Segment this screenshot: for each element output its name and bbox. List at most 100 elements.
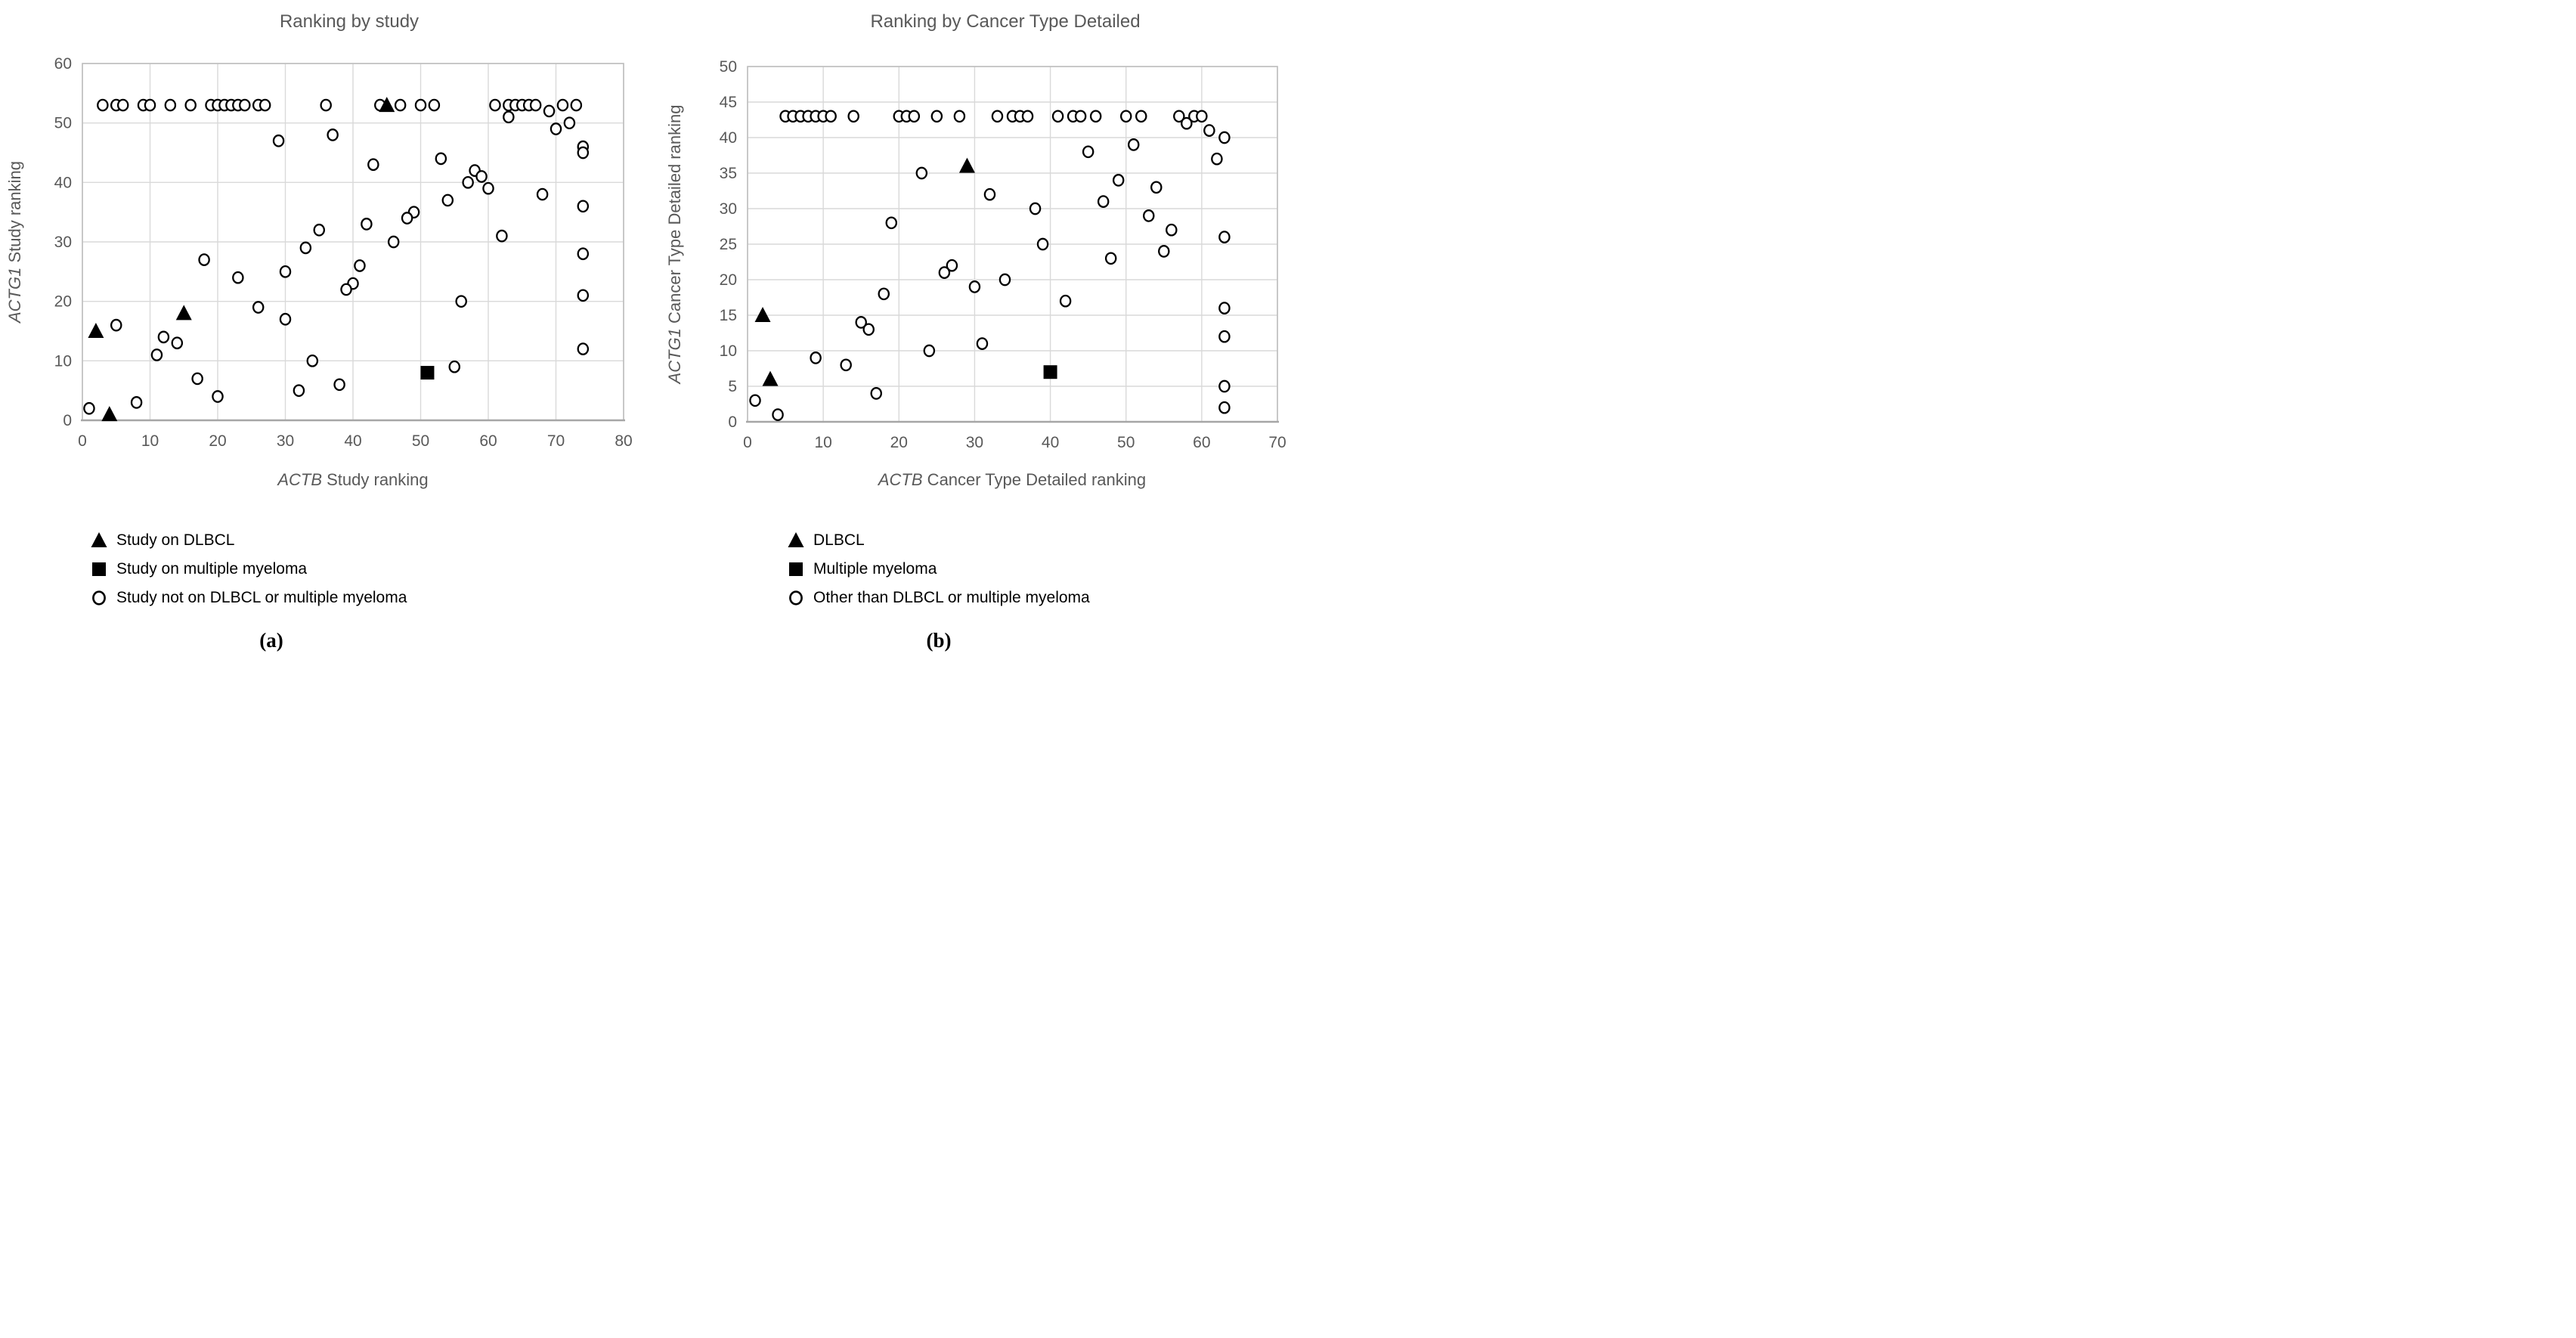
circle-marker — [130, 396, 143, 409]
x-tick-label: 60 — [1193, 434, 1210, 451]
y-tick-label: 20 — [720, 271, 737, 289]
circle-marker — [976, 337, 989, 350]
circle-marker — [570, 98, 583, 112]
circle-marker — [320, 98, 332, 112]
circle-marker — [878, 287, 890, 301]
y-tick-label: 50 — [54, 115, 72, 132]
y-axis-label: ACTG1 Study ranking — [5, 161, 24, 324]
circle-marker — [1218, 302, 1231, 314]
x-tick-label: 10 — [141, 432, 159, 450]
circle-marker — [97, 98, 109, 112]
circle-marker — [1029, 202, 1042, 215]
circle-marker — [1218, 401, 1231, 414]
triangle-marker — [101, 406, 118, 422]
x-tick-label: 10 — [814, 434, 831, 451]
square-legend-icon — [92, 562, 106, 576]
circle-marker — [577, 247, 590, 261]
circle-marker — [279, 265, 292, 278]
circle-marker — [847, 110, 859, 123]
x-tick-label: 0 — [743, 434, 752, 451]
x-axis-label: ACTB Cancer Type Detailed ranking — [877, 470, 1146, 489]
circle-marker — [1097, 195, 1110, 208]
circle-marker — [503, 110, 515, 124]
circle-marker — [1089, 110, 1102, 123]
circle-marker — [1218, 131, 1231, 144]
circle-marker — [110, 318, 122, 332]
chart-title: Ranking by Cancer Type Detailed — [870, 11, 1140, 32]
y-tick-label: 10 — [720, 342, 737, 360]
circle-marker — [83, 401, 95, 415]
y-tick-label: 40 — [54, 174, 72, 191]
circle-marker — [577, 342, 590, 355]
y-tick-label: 50 — [720, 58, 737, 76]
circle-marker — [367, 158, 379, 172]
chart-ranking-by-study: 0 10 20 30 40 50 60 70 80 0 10 20 30 40 50 60 Ranking by… — [0, 0, 644, 499]
circle-marker — [810, 352, 822, 364]
circle-marker — [184, 98, 197, 112]
circle-marker — [171, 336, 184, 350]
circle-marker — [870, 387, 882, 400]
circle-marker — [855, 316, 867, 329]
x-tick-label: 70 — [547, 432, 565, 450]
circle-legend-icon — [789, 590, 803, 606]
y-tick-label: 35 — [720, 165, 737, 182]
square-marker — [420, 366, 435, 380]
y-tick-label: 0 — [63, 412, 72, 429]
triangle-marker — [379, 97, 395, 113]
circle-marker — [198, 253, 210, 266]
caption-a: (a) — [259, 629, 283, 652]
x-tick-label: 40 — [1042, 434, 1059, 451]
x-tick-label: 60 — [479, 432, 497, 450]
circle-marker — [401, 212, 413, 225]
y-tick-label: 0 — [728, 413, 737, 431]
circle-marker — [259, 98, 271, 112]
circle-marker — [1218, 379, 1231, 393]
circle-marker — [1051, 110, 1064, 123]
legend-label: Other than DLBCL or multiple myeloma — [813, 588, 1090, 606]
circle-marker — [885, 216, 898, 230]
triangle-marker — [788, 531, 804, 547]
x-axis-label: ACTB Study ranking — [276, 470, 428, 489]
circle-marker — [1135, 110, 1147, 123]
circle-marker — [1021, 110, 1034, 123]
circle-marker — [529, 98, 542, 112]
circle-marker — [1082, 145, 1094, 159]
circle-marker — [543, 104, 556, 118]
circle-marker — [475, 170, 488, 183]
circle-marker — [414, 98, 427, 112]
triangle-marker — [88, 323, 104, 338]
circle-marker — [563, 116, 576, 130]
legend-ranking-by-cancer-type-detailed: DLBCL Multiple myeloma Other than DLBCL or… — [786, 529, 1090, 609]
circle-marker — [1074, 110, 1087, 123]
legend-ranking-by-study: Study on DLBCL Study on multiple myeloma S… — [89, 529, 407, 609]
x-tick-label: 20 — [890, 434, 908, 451]
circle-marker — [550, 122, 562, 135]
circle-marker — [1181, 116, 1193, 130]
triangle-legend-icon — [91, 531, 107, 547]
legend-label: Study on multiple myeloma — [116, 559, 308, 578]
circle-marker — [92, 590, 106, 606]
y-tick-label: 30 — [54, 234, 72, 251]
triangle-marker — [958, 157, 975, 173]
circle-marker — [144, 98, 156, 112]
circle-marker — [462, 175, 474, 189]
chart-title: Ranking by study — [280, 11, 419, 32]
x-tick-label: 40 — [344, 432, 361, 450]
legend-item: DLBCL — [786, 529, 1090, 551]
series-circle — [83, 98, 590, 415]
scatter-plot-svg: 0 10 20 30 40 50 60 70 80 0 10 20 30 40 50 60 Ranking by… — [5, 11, 633, 489]
legend-item: Study on DLBCL — [89, 529, 407, 551]
circle-marker — [1218, 231, 1231, 243]
series-square — [1043, 365, 1057, 379]
circle-marker — [983, 187, 996, 201]
circle-marker — [191, 372, 203, 386]
circle-marker — [455, 295, 467, 308]
caption-b: (b) — [926, 629, 952, 652]
y-tick-label: 25 — [720, 236, 737, 253]
circle-marker — [340, 283, 352, 296]
circle-marker — [991, 110, 1004, 123]
circle-marker — [164, 98, 177, 112]
circle-marker — [577, 289, 590, 302]
scatter-plot-svg: 0 10 20 30 40 50 60 70 0 5 10 15 20 25 30 35 40 45 50 Ranki… — [665, 11, 1286, 489]
circle-marker — [293, 384, 305, 398]
